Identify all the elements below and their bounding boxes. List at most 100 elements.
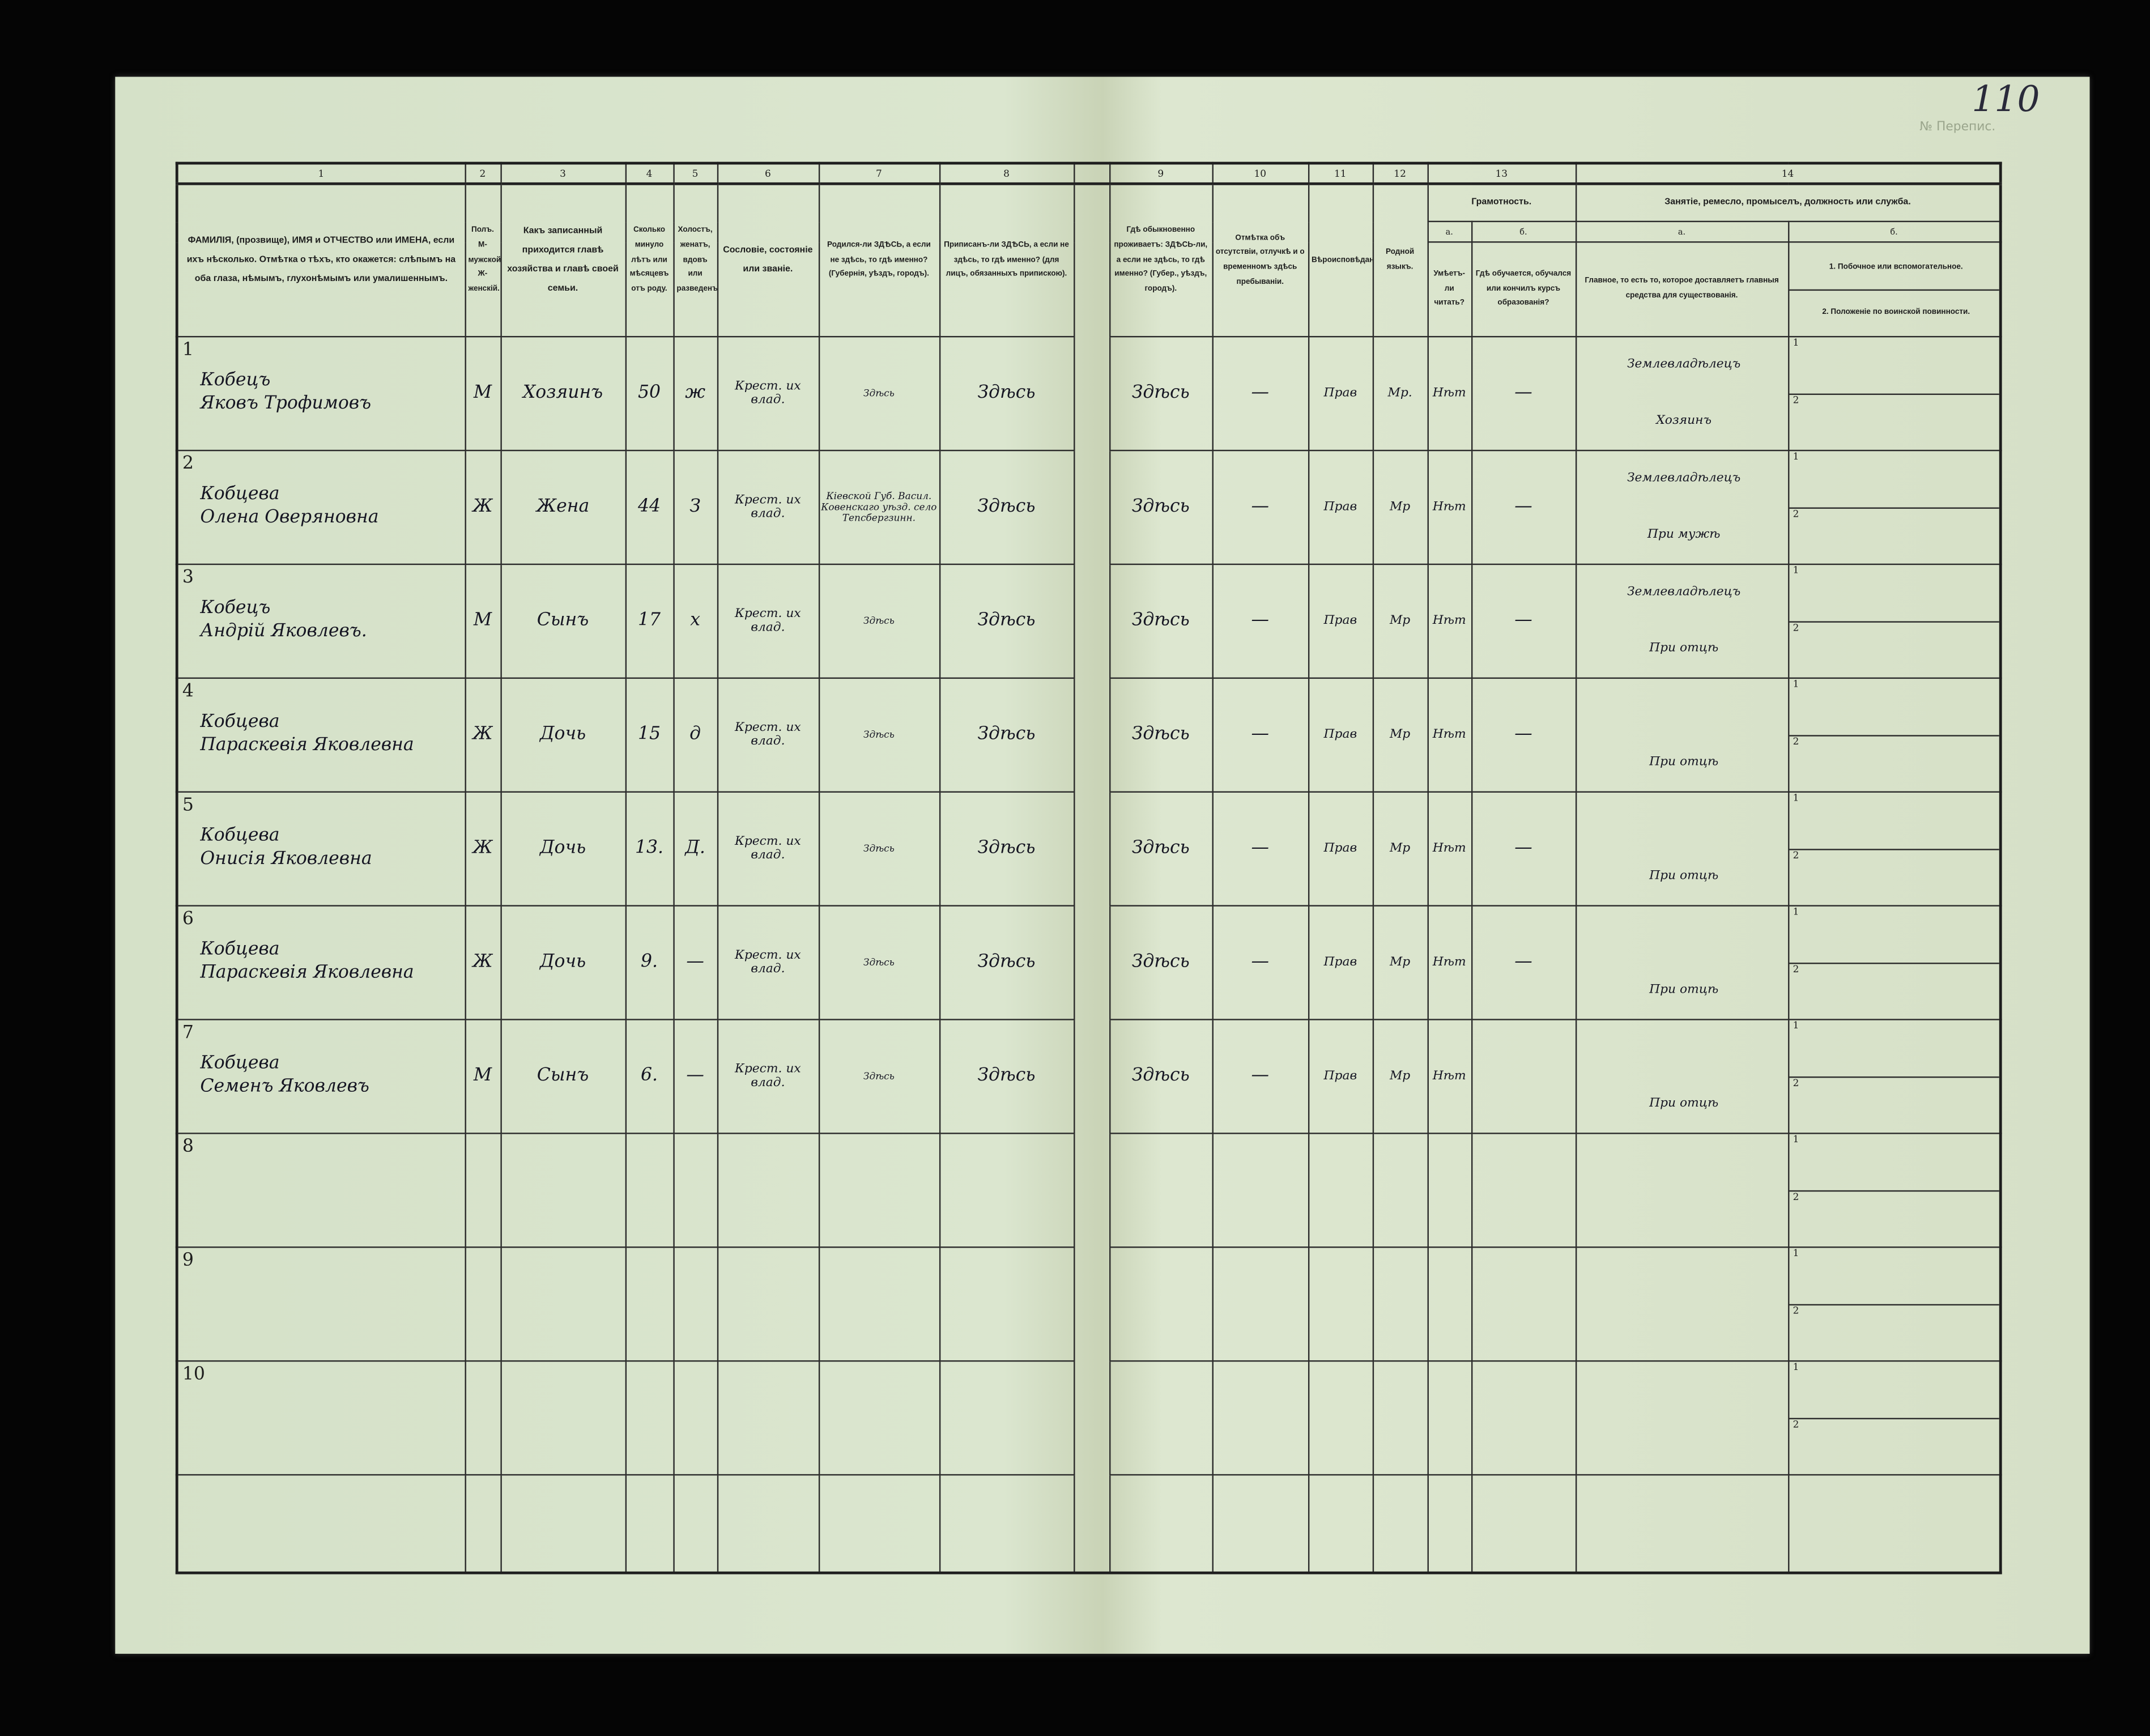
estate-cell: [716, 1246, 820, 1362]
given-name: Олена Оверяновна: [200, 507, 379, 528]
header-literacy: Грамотность.: [1427, 183, 1577, 223]
estate-cell-text: Крест. их влад.: [734, 721, 801, 749]
can-read-cell: [1427, 1133, 1472, 1248]
surname: Кобцева: [200, 484, 280, 505]
birthplace-cell: [818, 1246, 940, 1362]
estate-cell-text: Крест. их влад.: [734, 379, 801, 407]
absence-cell: [1211, 1133, 1309, 1248]
sub-label-2: 2: [1793, 963, 1799, 975]
given-name: Параскевія Яковлевна: [200, 735, 414, 756]
absence-cell: —: [1211, 677, 1309, 793]
marital-cell: ж: [672, 335, 718, 452]
secondary-occupation-cell: 1 2: [1787, 449, 2002, 565]
header-relation: Какъ записанный приходится главѣ хозяйст…: [500, 183, 626, 338]
absence-cell-text: —: [1251, 837, 1269, 858]
secondary-occupation-cell: 1 2: [1787, 335, 2002, 452]
surname: Кобецъ: [200, 370, 271, 392]
sub-label-2: 2: [1793, 622, 1799, 633]
form-corner-label: № Перепис.: [1919, 120, 1996, 135]
sub-label-1: 1: [1789, 1249, 1999, 1305]
relation-cell-text: Дочь: [539, 951, 586, 972]
person-row: 9 1 2: [176, 1246, 2002, 1362]
language-cell: Мр: [1372, 905, 1428, 1020]
residence-cell-text: Здѣсь: [1131, 1065, 1190, 1086]
secondary-occupation-cell: 1 2: [1787, 905, 2002, 1020]
secondary-occupation-cell: 1 2: [1787, 791, 2002, 907]
marital-cell-text: —: [686, 1065, 704, 1086]
header-military-status: 2. Положеніе по воинской повинности.: [1822, 308, 1970, 316]
row-number: 3: [182, 568, 194, 589]
education-cell: —: [1470, 905, 1577, 1020]
page-fold: [1072, 905, 1110, 1020]
secondary-occupation-cell: 1 2: [1787, 1246, 2002, 1362]
language-cell-text: Мр: [1389, 1069, 1411, 1083]
education-cell-text: —: [1514, 609, 1532, 631]
marital-cell-text: Д.: [685, 837, 705, 858]
column-number: 7: [818, 162, 940, 185]
page-fold: [1072, 337, 1110, 451]
absence-cell-text: —: [1251, 496, 1269, 517]
age-cell: 9.: [624, 905, 674, 1020]
religion-cell: Прав: [1307, 905, 1373, 1020]
marital-cell-text: ж: [685, 382, 705, 403]
age-cell-text: 9.: [640, 951, 658, 972]
sub-label-1: 1: [1789, 452, 1999, 508]
religion-cell: Прав: [1307, 563, 1373, 679]
absence-cell-text: —: [1251, 1065, 1269, 1086]
age-cell: 13.: [624, 791, 674, 907]
marital-cell: [672, 1246, 718, 1362]
birthplace-cell-text: Здѣсь: [863, 1071, 895, 1082]
relation-cell-text: Дочь: [539, 837, 586, 858]
header-secondary-occupation: 1. Побочное или вспомогательное.: [1789, 245, 1999, 290]
registered-cell: Здѣсь: [938, 791, 1075, 907]
given-name: Яковъ Трофимовъ: [200, 393, 372, 414]
column-number-row: 1 2 3 4 5 6 7 8 9 10 11 12 13 14: [176, 162, 2002, 185]
absence-cell: —: [1211, 563, 1309, 679]
relation-cell-text: Сынъ: [537, 1065, 589, 1086]
given-name: Онисія Яковлевна: [200, 849, 372, 870]
estate-cell: [716, 1360, 820, 1476]
age-cell: 17: [624, 563, 674, 679]
sub-label-2: 2: [1793, 394, 1799, 406]
marital-cell: х: [672, 563, 718, 679]
occupation-line-1: Землевладѣлецъ: [1627, 585, 1741, 599]
age-cell: [624, 1360, 674, 1476]
column-number: 5: [672, 162, 718, 185]
can-read-cell-text: Нѣт: [1432, 1069, 1466, 1083]
secondary-occupation-cell: 1 2: [1787, 1133, 2002, 1248]
education-cell: [1470, 1019, 1577, 1134]
header-religion: Вѣроисповѣданіе.: [1307, 183, 1373, 338]
header-absence: Отмѣтка объ отсутствіи, отлучкѣ и о врем…: [1211, 183, 1309, 338]
occupation-line-1: [1577, 1363, 1786, 1418]
column-number: 9: [1108, 162, 1213, 185]
name-cell: 10: [176, 1360, 466, 1476]
estate-cell-text: Крест. их влад.: [734, 948, 801, 977]
religion-cell-text: Прав: [1323, 955, 1357, 969]
education-cell: [1470, 1133, 1577, 1248]
language-cell: [1372, 1360, 1428, 1476]
residence-cell-text: Здѣсь: [1131, 609, 1190, 631]
column-number: 2: [464, 162, 501, 185]
relation-cell-text: Сынъ: [537, 609, 589, 631]
page-fold: [1072, 184, 1110, 337]
page-fold: [1072, 1019, 1110, 1134]
registered-cell: Здѣсь: [938, 449, 1075, 565]
estate-cell-text: Крест. их влад.: [734, 607, 801, 635]
header-marital: Холостъ, женатъ, вдовъ или разведенъ.: [672, 183, 718, 338]
birthplace-cell: Здѣсь: [818, 791, 940, 907]
sub-label-2: 2: [1793, 1418, 1799, 1430]
absence-cell-text: —: [1251, 951, 1269, 972]
sex-cell-text: М: [473, 382, 492, 403]
marital-cell: Д.: [672, 791, 718, 907]
relation-cell-text: Жена: [536, 496, 590, 517]
person-row: 3 Кобецъ Андрій Яковлевъ. М Сынъ 17 х Крест. …: [176, 563, 2002, 679]
birthplace-cell-text: Здѣсь: [863, 615, 895, 627]
row-number: 2: [182, 454, 194, 475]
can-read-cell: Нѣт: [1427, 563, 1472, 679]
sex-cell: Ж: [464, 677, 501, 793]
name-cell: 5 Кобцева Онисія Яковлевна: [176, 791, 466, 907]
residence-cell: Здѣсь: [1108, 449, 1213, 565]
sex-cell: Ж: [464, 905, 501, 1020]
secondary-occupation-cell: 1 2: [1787, 1360, 2002, 1476]
